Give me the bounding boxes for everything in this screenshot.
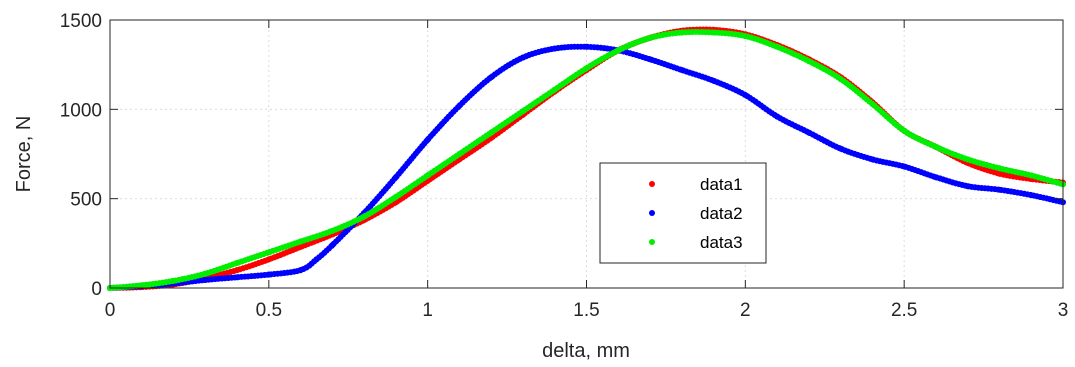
data-point-data1 — [297, 243, 304, 250]
data-point-data2 — [837, 145, 844, 152]
data-point-data3 — [583, 65, 590, 72]
grid-lines — [110, 20, 1063, 288]
legend-marker-data3 — [649, 239, 655, 245]
legend-label-data1: data1 — [700, 175, 743, 194]
data-point-data3 — [392, 193, 399, 200]
legend-box — [599, 162, 767, 264]
series-layer — [107, 26, 1066, 291]
x-tick-label: 2.5 — [891, 300, 917, 321]
x-tick-label: 0 — [105, 300, 116, 321]
legend-marker-data2 — [649, 210, 655, 216]
data-point-data3 — [647, 34, 653, 41]
data-point-data3 — [869, 101, 876, 107]
data-point-data2 — [392, 174, 399, 181]
data-point-data2 — [647, 56, 653, 63]
data-point-data3 — [710, 29, 717, 36]
data-point-data3 — [138, 282, 145, 289]
data-point-data1 — [234, 267, 241, 274]
data-point-data2 — [297, 267, 304, 274]
data-point-data3 — [996, 165, 1003, 172]
data-point-data2 — [551, 45, 558, 52]
data-point-data2 — [678, 67, 685, 73]
data-point-data2 — [996, 186, 1003, 193]
axis-ticks — [109, 19, 1064, 289]
legend: data1 data2 data3 — [599, 162, 767, 264]
data-point-data2 — [313, 256, 320, 263]
data-point-data3 — [234, 260, 241, 266]
data-point-data3 — [774, 43, 781, 50]
data-point-data2 — [901, 163, 908, 170]
data-point-data3 — [456, 151, 463, 157]
data-point-data3 — [932, 143, 939, 150]
y-tick-label: 1000 — [60, 100, 102, 121]
y-tick-label: 1500 — [60, 11, 102, 32]
data-point-data3 — [805, 58, 812, 65]
data-point-data2 — [710, 77, 717, 84]
tick-labels: 0 0.5 1 1.5 2 2.5 3 0 500 1000 1500 — [60, 11, 1069, 321]
data-point-data3 — [297, 238, 304, 245]
data-point-data3 — [678, 29, 685, 36]
data-point-data3 — [424, 172, 431, 179]
data-point-data2 — [424, 136, 431, 143]
data-point-data3 — [837, 76, 844, 82]
data-point-data3 — [488, 129, 495, 136]
data-point-data2 — [329, 242, 336, 249]
data-point-data3 — [265, 249, 272, 256]
data-point-data2 — [932, 174, 939, 181]
x-tick-label: 1 — [422, 300, 433, 321]
data-point-data2 — [742, 92, 749, 98]
data-point-data3 — [520, 108, 526, 115]
data-point-data3 — [361, 213, 368, 220]
data-point-data3 — [329, 227, 336, 234]
data-point-data3 — [964, 156, 971, 163]
plot-area — [110, 20, 1063, 288]
data-point-data3 — [901, 127, 908, 134]
data-point-data3 — [615, 47, 622, 54]
x-axis-label: delta, mm — [542, 340, 630, 362]
y-axis-label: Force, N — [13, 116, 35, 193]
data-point-data2 — [265, 271, 272, 278]
data-point-data1 — [996, 170, 1003, 177]
data-point-data2 — [774, 113, 781, 120]
data-point-data3 — [1028, 172, 1035, 179]
data-point-data2 — [964, 183, 971, 190]
data-point-data2 — [520, 54, 526, 61]
data-point-data2 — [1028, 192, 1035, 199]
x-tick-label: 1.5 — [573, 300, 599, 321]
data-point-data3 — [170, 277, 177, 284]
data-point-data2 — [202, 277, 209, 283]
data-point-data2 — [488, 74, 495, 81]
legend-label-data2: data2 — [700, 204, 743, 223]
data-point-data2 — [583, 43, 590, 50]
data-point-data2 — [805, 129, 812, 136]
series-data3 — [107, 28, 1066, 291]
legend-label-data3: data3 — [700, 233, 743, 252]
data-point-data2 — [234, 274, 241, 281]
series-line-data2 — [107, 43, 1066, 291]
data-point-data2 — [456, 102, 463, 109]
x-tick-label: 3 — [1058, 300, 1069, 321]
x-tick-label: 0.5 — [256, 300, 282, 321]
data-point-data2 — [869, 156, 876, 163]
data-point-data1 — [265, 256, 272, 263]
data-point-data3 — [202, 270, 209, 277]
y-tick-label: 500 — [70, 190, 102, 211]
data-point-data3 — [742, 33, 749, 40]
legend-marker-data1 — [649, 181, 655, 187]
data-point-data3 — [551, 86, 558, 93]
y-tick-label: 0 — [91, 279, 102, 300]
x-tick-label: 2 — [740, 300, 751, 321]
